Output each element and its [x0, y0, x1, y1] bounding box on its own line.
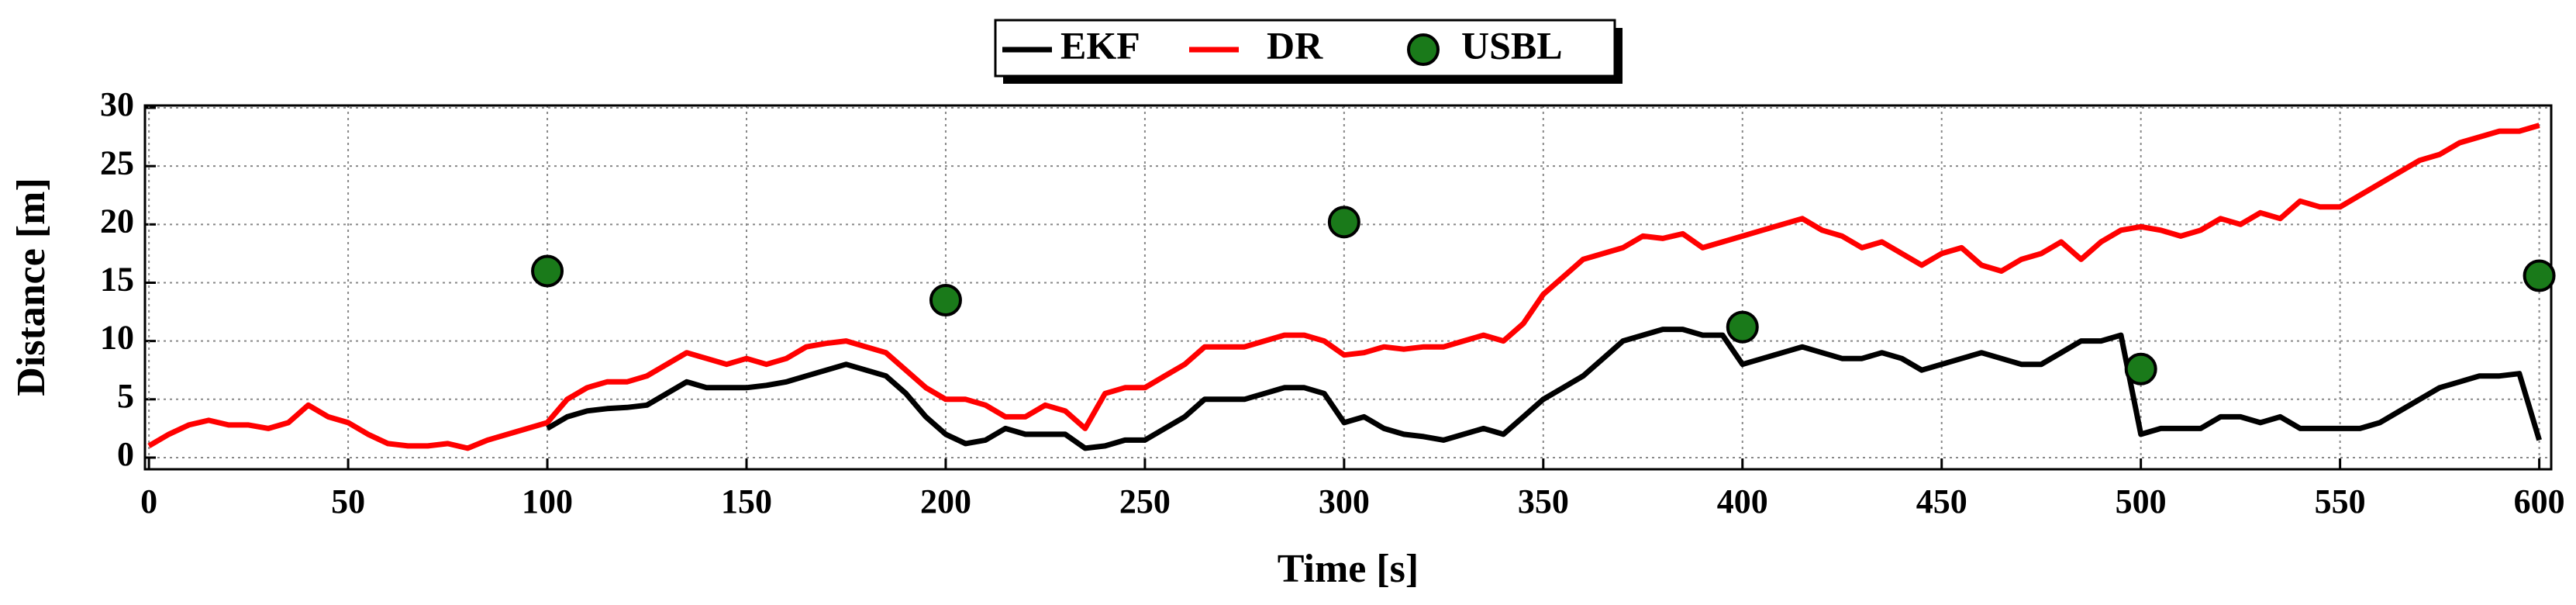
legend-box: [994, 19, 1616, 78]
x-tick-label: 300: [1319, 482, 1370, 520]
y-tick-label: 20: [100, 202, 134, 240]
y-tick-label: 0: [117, 435, 134, 473]
x-axis-title: Time [s]: [1278, 547, 1419, 591]
x-tick-label: 600: [2514, 482, 2565, 520]
x-tick-label: 150: [721, 482, 772, 520]
usbl-point: [929, 284, 962, 317]
legend-label: DR: [1267, 23, 1323, 67]
x-tick-label: 0: [140, 482, 157, 520]
usbl-point: [2124, 352, 2157, 385]
x-tick-label: 550: [2315, 482, 2366, 520]
y-axis-title: Distance [m]: [9, 178, 53, 396]
usbl-point: [531, 254, 564, 288]
series-line: [546, 327, 2542, 451]
x-tick-label: 50: [331, 482, 365, 520]
usbl-point: [1327, 206, 1360, 239]
x-tick-label: 500: [2116, 482, 2167, 520]
x-tick-label: 350: [1518, 482, 1569, 520]
y-tick-label: 15: [100, 261, 134, 299]
usbl-point: [2523, 259, 2556, 292]
x-tick-label: 450: [1916, 482, 1967, 520]
plot-frame: [143, 104, 2553, 471]
y-tick-label: 10: [100, 319, 134, 357]
x-tick-label: 100: [522, 482, 573, 520]
legend-marker: [1407, 33, 1440, 66]
x-tick-label: 200: [920, 482, 971, 520]
y-tick-label: 5: [117, 377, 134, 415]
x-tick-label: 400: [1717, 482, 1768, 520]
y-tick-label: 30: [100, 85, 134, 123]
x-tick-label: 250: [1119, 482, 1171, 520]
series-line: [147, 123, 2540, 451]
legend-label: EKF: [1060, 23, 1140, 67]
y-tick-label: 25: [100, 143, 134, 182]
usbl-point: [1726, 310, 1759, 344]
legend-label: USBL: [1461, 23, 1563, 67]
